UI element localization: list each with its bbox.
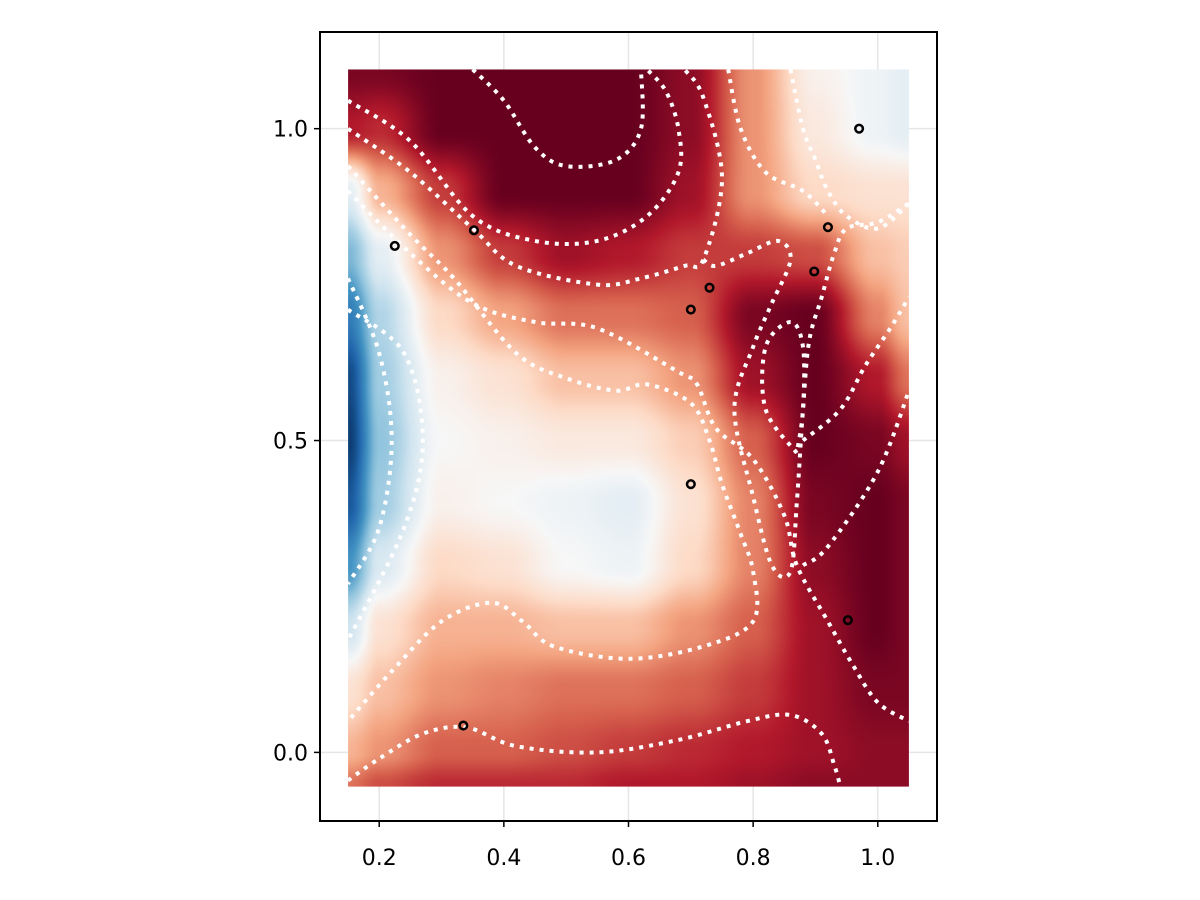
scatter-point-4 bbox=[809, 266, 820, 277]
scatter-point-1 bbox=[389, 240, 400, 251]
contour-line-9 bbox=[760, 319, 807, 455]
contour-line-11 bbox=[801, 389, 909, 568]
scatter-point-5 bbox=[704, 282, 715, 293]
contour-line-7 bbox=[348, 712, 843, 787]
x-tick-label-1: 0.4 bbox=[486, 846, 521, 871]
scatter-point-7 bbox=[685, 479, 696, 490]
scatter-point-8 bbox=[842, 615, 853, 626]
scatter-point-9 bbox=[458, 720, 469, 731]
scatter-point-2 bbox=[468, 225, 479, 236]
contour-line-13 bbox=[726, 69, 830, 218]
contour-line-2 bbox=[348, 69, 725, 288]
x-tick-label-4: 1.0 bbox=[860, 846, 895, 871]
contour-line-3 bbox=[348, 164, 760, 723]
x-tick-label-3: 0.8 bbox=[736, 846, 771, 871]
scatter-point-0 bbox=[854, 123, 865, 134]
contour-line-4 bbox=[348, 189, 909, 723]
contour-line-12 bbox=[788, 69, 909, 231]
x-tick-label-0: 0.2 bbox=[362, 846, 397, 871]
contour-line-8 bbox=[702, 201, 909, 580]
x-axis-ticks: 0.2 0.4 0.6 0.8 1.0 bbox=[362, 821, 895, 871]
contour-line-10 bbox=[801, 296, 909, 443]
heatmap-image bbox=[348, 69, 909, 787]
heatmap-field bbox=[348, 69, 909, 787]
scatter-point-3 bbox=[822, 222, 833, 233]
contour-line-1 bbox=[348, 69, 684, 247]
scatter-points bbox=[389, 123, 865, 731]
contour-lines bbox=[348, 69, 909, 787]
y-axis-ticks: 0.0 0.5 1.0 bbox=[273, 118, 320, 766]
y-tick-label-1: 0.5 bbox=[273, 430, 308, 455]
scatter-point-6 bbox=[685, 304, 696, 315]
y-tick-label-2: 1.0 bbox=[273, 118, 308, 143]
y-tick-label-0: 0.0 bbox=[273, 741, 308, 766]
contour-line-5 bbox=[348, 277, 394, 586]
x-tick-label-2: 0.6 bbox=[611, 846, 646, 871]
